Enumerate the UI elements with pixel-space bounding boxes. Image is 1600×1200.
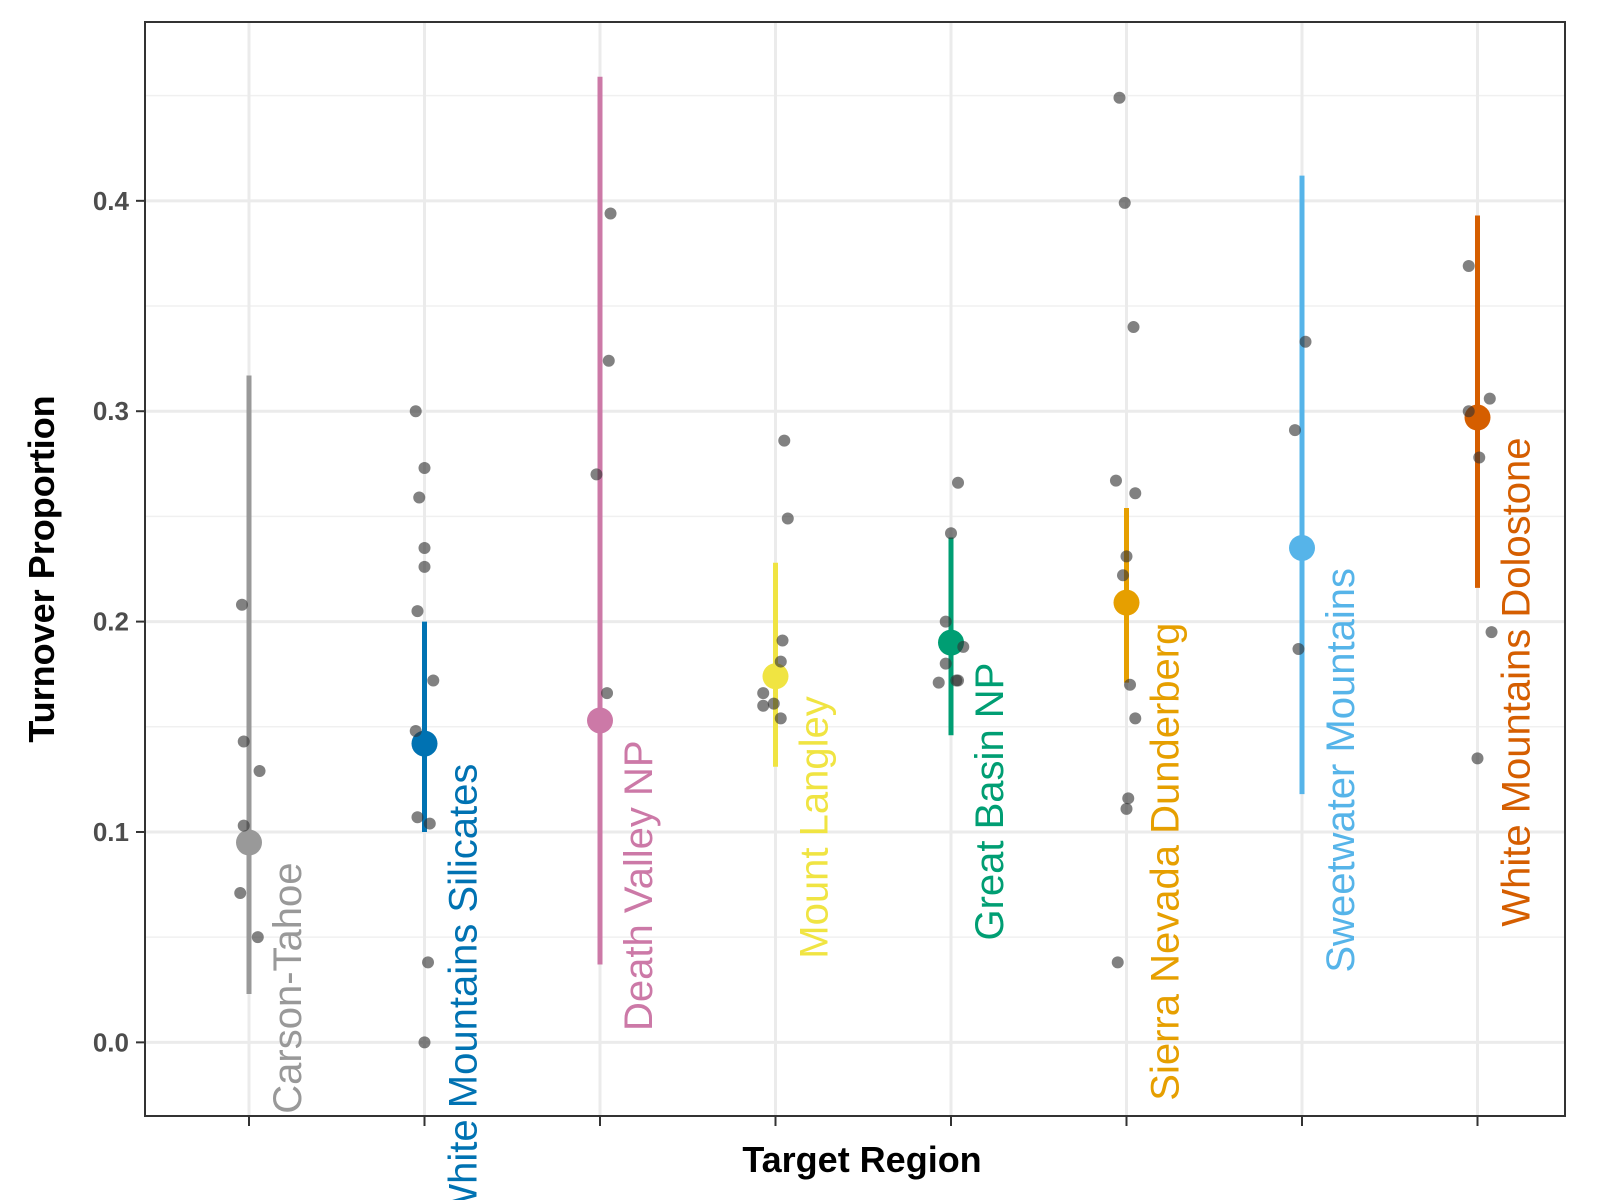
data-point bbox=[411, 605, 424, 618]
data-point bbox=[774, 712, 787, 725]
data-point bbox=[1122, 792, 1135, 805]
data-point bbox=[418, 541, 431, 554]
data-point bbox=[427, 674, 440, 687]
data-points bbox=[234, 91, 1498, 1049]
mean-point bbox=[587, 707, 613, 734]
mean-intervals bbox=[236, 76, 1491, 994]
data-point bbox=[932, 676, 945, 689]
data-point bbox=[1292, 642, 1305, 655]
data-point bbox=[767, 697, 780, 710]
region-label: Great Basin NP bbox=[968, 663, 1012, 941]
data-point bbox=[235, 598, 248, 611]
axes: 0.0 0.1 0.2 0.3 0.4 bbox=[93, 186, 1479, 1126]
data-point bbox=[1124, 678, 1137, 691]
data-point bbox=[952, 674, 965, 687]
y-tick-label: 0.2 bbox=[93, 607, 129, 637]
mean-point bbox=[236, 829, 262, 856]
data-point bbox=[418, 462, 431, 475]
y-tick-label: 0.1 bbox=[93, 817, 129, 847]
data-point bbox=[781, 512, 794, 525]
data-point bbox=[251, 931, 264, 944]
data-point bbox=[757, 699, 770, 712]
data-point bbox=[1129, 487, 1142, 500]
region-label: Sierra Nevada Dunderberg bbox=[1144, 623, 1188, 1101]
data-point bbox=[1118, 196, 1131, 209]
data-point bbox=[604, 207, 617, 220]
y-tick-label: 0.4 bbox=[93, 186, 130, 216]
data-point bbox=[602, 354, 615, 367]
region-label: Sweetwater Mountains bbox=[1319, 568, 1363, 973]
region-label: Mount Langley bbox=[793, 696, 837, 958]
mean-point bbox=[762, 663, 789, 690]
data-point bbox=[1462, 405, 1475, 418]
data-point bbox=[945, 527, 957, 540]
data-point bbox=[601, 687, 614, 700]
plot-panel-border bbox=[144, 21, 1566, 1117]
data-point bbox=[1111, 956, 1124, 969]
mean-point bbox=[1289, 534, 1315, 561]
data-point bbox=[1471, 752, 1484, 765]
data-point bbox=[1483, 392, 1496, 405]
data-point bbox=[1116, 569, 1129, 582]
data-point bbox=[778, 434, 791, 447]
data-point bbox=[237, 735, 250, 748]
mean-point bbox=[938, 629, 964, 656]
data-point bbox=[253, 764, 266, 777]
data-point bbox=[409, 405, 422, 418]
data-point bbox=[952, 476, 965, 489]
y-tick-label: 0.3 bbox=[93, 396, 129, 426]
region-label: White Mountains Dolostone bbox=[1495, 438, 1539, 927]
data-point bbox=[590, 468, 603, 481]
data-point bbox=[757, 687, 770, 700]
data-point bbox=[237, 819, 250, 832]
data-point bbox=[1462, 260, 1475, 273]
data-point bbox=[1299, 335, 1312, 348]
x-axis-title: Target Region bbox=[742, 1139, 981, 1180]
data-point bbox=[1127, 321, 1140, 334]
mean-point bbox=[411, 730, 438, 757]
data-point bbox=[1485, 626, 1498, 639]
data-point bbox=[1120, 802, 1133, 815]
data-point bbox=[423, 817, 436, 830]
data-point bbox=[774, 655, 787, 668]
region-label: Carson-Tahoe bbox=[266, 863, 310, 1114]
data-point bbox=[418, 560, 431, 573]
data-point bbox=[1113, 91, 1126, 104]
data-point bbox=[1288, 424, 1301, 437]
data-point bbox=[422, 956, 435, 969]
data-point bbox=[411, 811, 424, 824]
data-point bbox=[418, 1036, 431, 1049]
data-point bbox=[1109, 474, 1122, 487]
data-point bbox=[1120, 550, 1133, 563]
data-point bbox=[409, 724, 422, 737]
y-axis-title: Turnover Proportion bbox=[21, 395, 62, 742]
data-point bbox=[939, 657, 952, 670]
region-labels: Carson-Tahoe White Mountains Silicates Dea… bbox=[266, 438, 1539, 1200]
data-point bbox=[234, 886, 247, 899]
data-point bbox=[1129, 712, 1142, 725]
data-point bbox=[413, 491, 426, 504]
data-point bbox=[1473, 451, 1486, 464]
data-point bbox=[939, 615, 952, 628]
data-point bbox=[957, 640, 970, 653]
data-point bbox=[776, 634, 789, 647]
mean-point bbox=[1113, 589, 1140, 616]
region-label: White Mountains Silicates bbox=[442, 764, 486, 1200]
region-label: Death Valley NP bbox=[617, 740, 661, 1031]
y-tick-label: 0.0 bbox=[93, 1027, 129, 1057]
